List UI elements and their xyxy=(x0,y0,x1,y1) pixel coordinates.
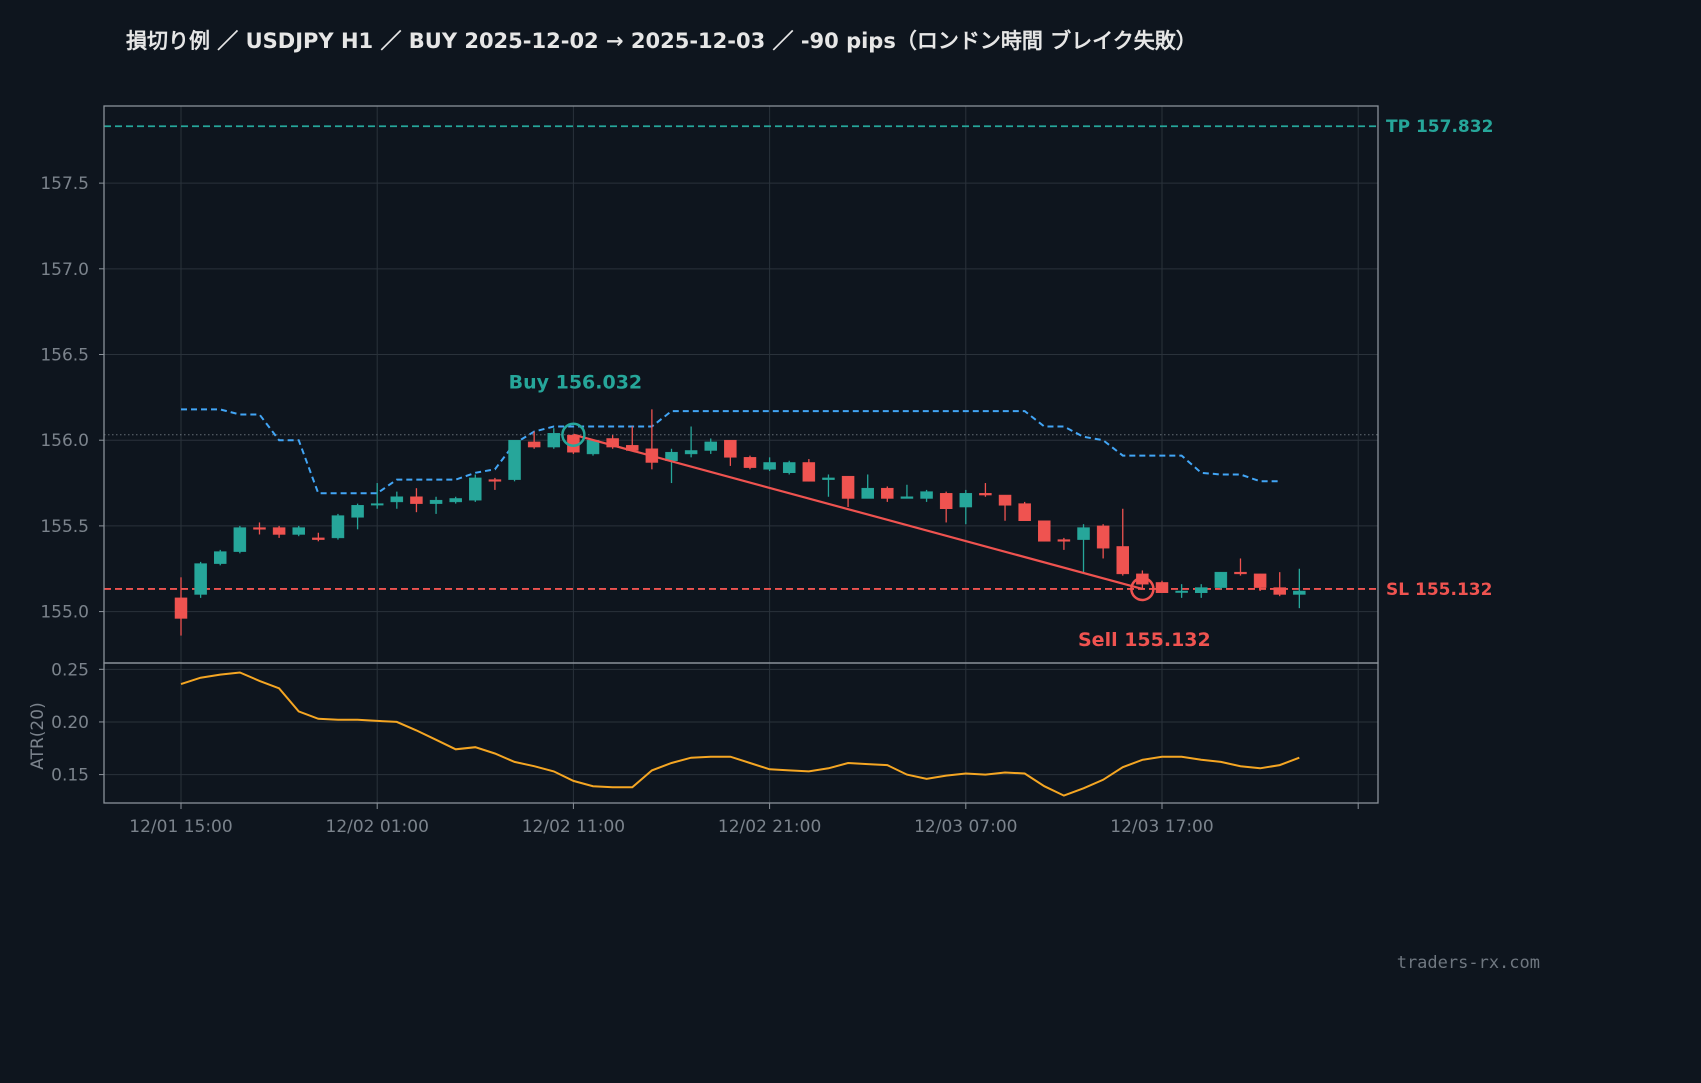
atr-axis-ticks: 0.15 0.20 0.25 xyxy=(51,660,104,786)
candle-body-up xyxy=(449,498,462,503)
candle-body-down xyxy=(1234,571,1247,575)
donchian-band xyxy=(181,408,1280,495)
price-tick-label: 156.0 xyxy=(40,431,89,451)
candle-body-up xyxy=(351,505,364,518)
atr-line-group xyxy=(180,671,1300,797)
candle-body-down xyxy=(527,441,541,448)
candle-body-down xyxy=(312,537,325,540)
candle-body-down xyxy=(488,479,502,482)
candle-body-down xyxy=(410,496,423,504)
time-tick-label: 12/02 11:00 xyxy=(522,817,625,837)
candle-body-up xyxy=(469,477,482,501)
time-tick-label: 12/03 07:00 xyxy=(914,817,1017,837)
candle-body-up xyxy=(822,477,835,480)
candle-body-up xyxy=(684,450,698,455)
tp-label: TP 157.832 xyxy=(1386,117,1493,137)
candle-body-up xyxy=(782,462,796,474)
candle-body-up xyxy=(233,527,247,552)
candle-body-down xyxy=(724,439,737,458)
trade-markers: Buy 156.032 Sell 155.132 xyxy=(509,372,1211,651)
candle-body-up xyxy=(920,491,933,499)
candle-body-down xyxy=(939,493,953,510)
exit-annotation: Sell 155.132 xyxy=(1078,629,1211,651)
price-panel-frame xyxy=(103,105,1379,664)
time-axis-ticks: 12/01 15:00 12/02 01:00 12/02 11:00 12/02 2… xyxy=(129,803,1359,837)
price-axis-ticks: 155.0 155.5 156.0 156.5 157.0 157.5 xyxy=(40,174,104,623)
candle-body-up xyxy=(1214,571,1228,588)
candle-body-up xyxy=(331,515,345,539)
exit-marker xyxy=(1130,576,1155,602)
candle-body-up xyxy=(900,496,914,499)
candle-body-down xyxy=(174,597,188,619)
price-tick-label: 155.0 xyxy=(40,603,89,623)
atr-tick-label: 0.20 xyxy=(51,713,89,733)
time-tick-label: 12/01 15:00 xyxy=(129,817,232,837)
atr-axis-label: ATR(20) xyxy=(28,702,48,769)
candle-body-down xyxy=(841,475,855,499)
candle-body-up xyxy=(390,496,404,503)
candle-body-down xyxy=(1116,546,1130,575)
candle-body-down xyxy=(1018,503,1031,522)
level-lines: TP 157.832 SL 155.132 xyxy=(104,117,1493,600)
candle-body-down xyxy=(743,457,757,468)
candle-body-up xyxy=(1194,587,1208,593)
time-tick-label: 12/03 17:00 xyxy=(1110,817,1213,837)
time-tick-label: 12/02 01:00 xyxy=(326,817,429,837)
chart-title: 損切り例 ／ USDJPY H1 ／ BUY 2025-12-02 → 2025… xyxy=(126,29,1197,53)
candle-body-up xyxy=(213,551,227,564)
candle-body-up xyxy=(194,563,207,595)
price-tick-label: 157.5 xyxy=(40,174,89,194)
entry-annotation: Buy 156.032 xyxy=(509,372,643,394)
candle-body-up xyxy=(1175,590,1188,593)
price-tick-label: 155.5 xyxy=(40,517,89,537)
candle-body-down xyxy=(1096,525,1110,549)
candle-body-down xyxy=(272,527,286,535)
candle-body-down xyxy=(1038,520,1051,542)
time-tick-label: 12/02 21:00 xyxy=(718,817,821,837)
candle-body-down xyxy=(1057,539,1071,542)
candle-body-down xyxy=(979,493,992,496)
candle-body-up xyxy=(704,441,717,451)
candle-body-down xyxy=(253,527,266,530)
watermark: traders-rx.com xyxy=(1397,953,1540,973)
candle-body-up xyxy=(429,499,443,504)
candle-body-down xyxy=(881,487,894,499)
candle-body-up xyxy=(370,503,384,506)
atr-panel-frame xyxy=(103,662,1379,804)
candle-body-up xyxy=(763,462,776,470)
atr-line xyxy=(180,671,1300,797)
candle-body-down xyxy=(802,462,816,482)
price-tick-label: 156.5 xyxy=(40,346,89,366)
candle-body-down xyxy=(998,494,1012,506)
candle-body-up xyxy=(1077,527,1090,540)
candle-body-up xyxy=(508,439,521,480)
candle-body-up xyxy=(292,527,305,535)
atr-tick-label: 0.25 xyxy=(51,660,89,680)
chart-root: 損切り例 ／ USDJPY H1 ／ BUY 2025-12-02 → 2025… xyxy=(28,29,1540,973)
candlesticks xyxy=(174,409,1306,636)
candle-body-down xyxy=(1253,573,1267,588)
price-tick-label: 157.0 xyxy=(40,260,89,280)
sl-label: SL 155.132 xyxy=(1386,580,1492,600)
atr-grid xyxy=(104,663,1378,803)
candle-body-down xyxy=(1155,582,1169,593)
candle-body-up xyxy=(861,487,874,499)
candle-body-down xyxy=(1273,587,1286,595)
trade-path-line xyxy=(573,433,1143,591)
entry-marker xyxy=(561,422,586,447)
candle-body-up xyxy=(1293,590,1306,595)
candle-body-up xyxy=(959,493,973,508)
donchian-upper-line xyxy=(181,408,1280,495)
panel-frames xyxy=(103,105,1379,804)
atr-tick-label: 0.15 xyxy=(51,766,89,786)
price-grid xyxy=(104,106,1378,663)
candle-body-up xyxy=(547,433,561,448)
